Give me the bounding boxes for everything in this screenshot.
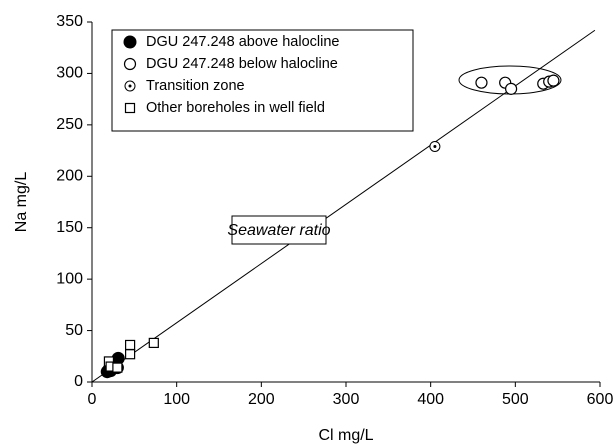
x-axis-label: Cl mg/L: [318, 427, 373, 444]
data-point: [429, 140, 441, 152]
legend-marker: [124, 80, 136, 92]
data-point: [475, 76, 488, 89]
data-point: [148, 337, 159, 349]
x-tick-label: 300: [333, 391, 360, 408]
legend-label: DGU 247.248 below halocline: [146, 56, 338, 72]
x-tick-label: 0: [88, 391, 97, 408]
data-point: [505, 82, 518, 95]
legend-label: Other boreholes in well field: [146, 100, 325, 116]
legend-label: Transition zone: [146, 78, 245, 94]
legend-box: [111, 29, 414, 132]
marker-dot: [433, 144, 437, 148]
x-tick-label: 600: [587, 391, 614, 408]
annotation: Seawater ratio: [227, 222, 330, 239]
marker-dot: [128, 84, 132, 88]
y-tick-label: 300: [56, 65, 83, 82]
data-point: [112, 362, 123, 373]
legend-label: DGU 247.248 above halocline: [146, 34, 339, 50]
data-point: [124, 339, 136, 351]
y-tick-label: 350: [56, 13, 83, 30]
x-tick-label: 500: [502, 391, 529, 408]
x-tick-label: 400: [417, 391, 444, 408]
y-tick-label: 0: [74, 373, 83, 390]
y-tick-label: 200: [56, 168, 83, 185]
legend-marker: [123, 57, 137, 71]
y-tick-label: 100: [56, 270, 83, 287]
y-axis-label: Na mg/L: [13, 172, 30, 233]
y-tick-label: 50: [65, 322, 83, 339]
legend-marker: [123, 35, 137, 49]
data-point: [124, 349, 136, 360]
data-point: [547, 74, 560, 87]
x-tick-label: 200: [248, 391, 275, 408]
x-tick-label: 100: [163, 391, 190, 408]
y-tick-label: 250: [56, 116, 83, 133]
annotation-box: [231, 215, 327, 245]
y-tick-label: 150: [56, 219, 83, 236]
legend-marker: [124, 102, 136, 114]
